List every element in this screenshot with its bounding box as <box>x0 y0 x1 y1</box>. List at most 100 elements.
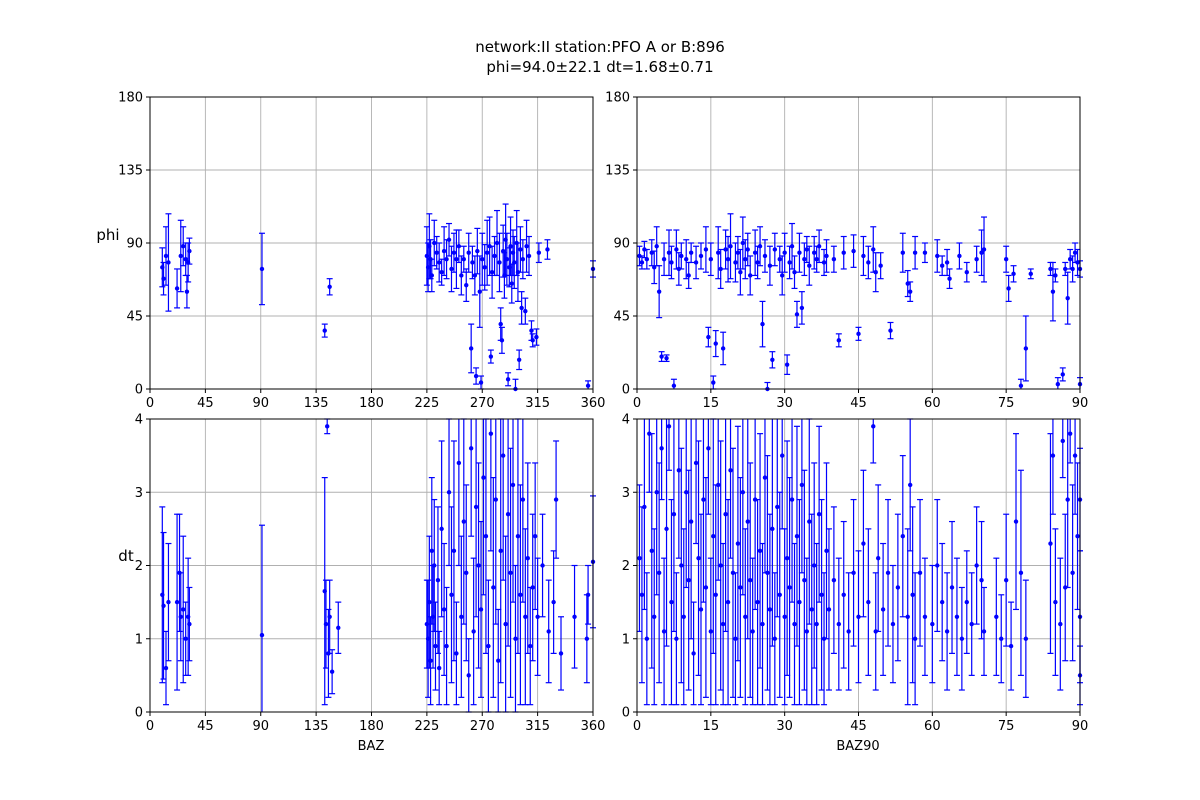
data-point <box>465 232 472 273</box>
point-marker <box>939 263 945 268</box>
point-marker <box>706 334 711 340</box>
point-marker <box>528 643 533 649</box>
point-marker <box>553 497 559 502</box>
data-point <box>904 528 911 706</box>
data-point <box>663 354 670 363</box>
point-marker <box>684 490 689 495</box>
point-marker <box>880 607 886 612</box>
x-tick-label: 45 <box>850 719 867 734</box>
point-marker <box>944 260 950 265</box>
point-marker <box>654 244 659 249</box>
data-point <box>438 440 445 618</box>
point-marker <box>905 614 910 619</box>
point-marker <box>664 526 669 532</box>
point-marker <box>812 563 817 568</box>
point-marker <box>585 592 591 597</box>
data-point <box>468 323 475 374</box>
data-point <box>539 513 546 618</box>
point-marker <box>477 289 482 294</box>
data-point <box>887 321 894 340</box>
point-marker <box>659 446 664 451</box>
point-marker <box>780 273 785 278</box>
data-point <box>946 268 953 290</box>
y-tick-label: 90 <box>126 237 143 252</box>
point-marker <box>664 355 669 361</box>
point-marker <box>861 253 866 259</box>
point-marker <box>671 512 677 517</box>
point-marker <box>1003 577 1009 583</box>
data-point <box>798 291 805 325</box>
x-tick-label: 45 <box>197 719 214 734</box>
point-marker <box>558 651 564 656</box>
data-point <box>771 572 778 706</box>
data-point <box>643 572 650 706</box>
point-marker <box>451 250 457 255</box>
data-point <box>697 242 704 270</box>
point-marker <box>703 247 709 252</box>
point-marker <box>1070 570 1075 576</box>
point-marker <box>1006 286 1011 291</box>
point-marker <box>451 548 457 554</box>
data-point <box>165 542 172 662</box>
data-point <box>840 520 847 669</box>
point-marker <box>969 621 974 627</box>
point-marker <box>701 497 706 502</box>
point-marker <box>782 614 787 619</box>
point-marker <box>674 247 679 252</box>
y-tick-label: 135 <box>118 164 143 179</box>
point-marker <box>1058 621 1063 627</box>
point-marker <box>464 570 469 576</box>
data-point <box>656 265 663 319</box>
data-point <box>865 245 872 280</box>
point-marker <box>784 362 790 367</box>
data-point <box>722 229 729 270</box>
point-marker <box>917 570 923 576</box>
y-tick-label: 180 <box>118 91 143 106</box>
point-marker <box>478 380 484 385</box>
point-marker <box>187 248 192 254</box>
point-marker <box>526 253 532 259</box>
point-marker <box>711 380 716 385</box>
point-marker <box>446 237 452 242</box>
point-marker <box>718 563 723 568</box>
point-marker <box>669 260 674 265</box>
data-point <box>899 455 906 618</box>
data-point <box>690 601 697 706</box>
data-point <box>769 419 776 647</box>
data-point <box>503 232 510 286</box>
data-point <box>789 222 796 270</box>
point-marker <box>777 592 782 597</box>
point-marker <box>584 636 590 641</box>
data-point <box>585 380 592 389</box>
point-marker <box>922 250 928 255</box>
x-tick-label: 225 <box>414 719 439 734</box>
data-point <box>774 419 781 618</box>
data-point <box>517 226 524 273</box>
data-point <box>956 242 963 270</box>
point-marker <box>1075 534 1080 539</box>
data-point <box>668 245 675 280</box>
point-marker <box>476 563 481 568</box>
data-point <box>811 462 818 669</box>
data-point <box>727 419 734 559</box>
point-marker <box>979 250 984 255</box>
data-point <box>494 209 501 277</box>
point-marker <box>735 250 741 255</box>
point-marker <box>523 614 528 619</box>
point-marker <box>473 373 479 379</box>
data-point <box>958 586 965 691</box>
point-marker <box>740 240 746 246</box>
point-marker <box>323 621 329 627</box>
point-marker <box>178 253 183 259</box>
point-marker <box>259 632 265 638</box>
point-marker <box>787 585 792 590</box>
data-point <box>544 239 551 260</box>
data-point <box>670 378 677 389</box>
y-tick-label: 0 <box>622 383 630 398</box>
point-marker <box>740 490 746 495</box>
point-marker <box>187 621 192 627</box>
point-marker <box>720 621 726 627</box>
point-marker <box>738 585 743 590</box>
data-point <box>510 419 517 603</box>
